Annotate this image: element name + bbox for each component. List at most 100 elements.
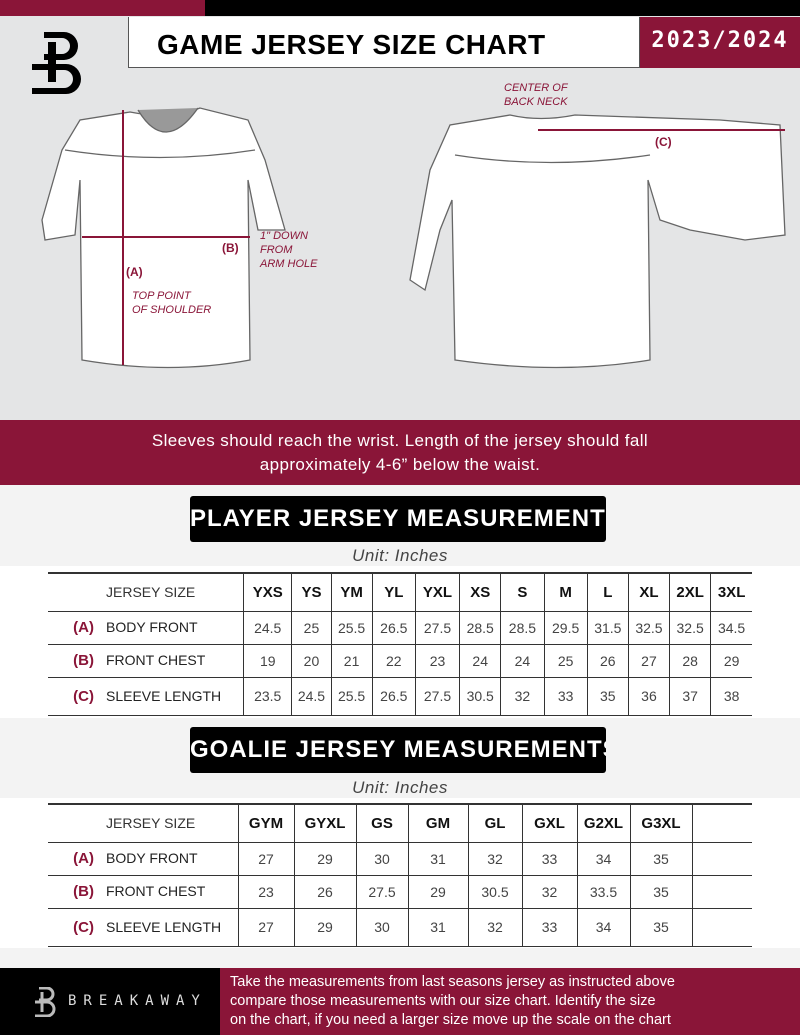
size-header: G3XL: [629, 804, 692, 842]
breakaway-logo: [32, 32, 81, 94]
table-cell: 32.5: [627, 611, 670, 644]
fit-instructions-banner: Sleeves should reach the wrist. Length o…: [0, 420, 800, 485]
size-header: G2XL: [576, 804, 630, 842]
jersey-diagrams: [41, 107, 786, 369]
measurement-name: BODY FRONT: [106, 850, 198, 866]
table-cell: 33.5: [576, 875, 630, 908]
table-cell: 21: [330, 644, 373, 677]
footer-line: Take the measurements from last seasons …: [230, 974, 675, 990]
table-cell: 38: [710, 677, 752, 715]
table-header-row: JERSEY SIZE YXS YS YM YL YXL XS S M L XL 2XL 3XL: [48, 573, 752, 611]
table-cell: 23: [414, 644, 460, 677]
size-header: XL: [627, 573, 670, 611]
size-header: YXL: [414, 573, 460, 611]
table-cell: 32: [521, 875, 577, 908]
table-cell: 30.5: [459, 677, 501, 715]
goalie-size-table: JERSEY SIZE GYM GYXL GS GM GL GXL G2XL G3XL (A) BO…: [48, 803, 752, 947]
measurement-label: (C) SLEEVE LENGTH: [48, 677, 244, 715]
table-cell: 29: [407, 875, 468, 908]
table-cell: 27: [237, 908, 294, 946]
measurement-label: (B) FRONT CHEST: [48, 644, 244, 677]
size-header: M: [543, 573, 588, 611]
measurement-code: (B): [73, 883, 94, 900]
size-header: GYM: [237, 804, 294, 842]
table-row: (A) BODY FRONT 24.5 25 25.5 26.5 27.5 28.5 28.5 2…: [48, 611, 752, 644]
arm-hole-note: 1" DOWN FROM ARM HOLE: [260, 229, 317, 271]
table-cell: 26.5: [371, 611, 416, 644]
table-cell: 35: [586, 677, 629, 715]
size-header: XS: [459, 573, 501, 611]
table-cell: 31.5: [586, 611, 629, 644]
note-line: TOP POINT: [132, 290, 191, 302]
table-cell: 23.5: [243, 677, 292, 715]
measurement-label: (C) SLEEVE LENGTH: [48, 908, 238, 946]
table-cell: 29.5: [543, 611, 588, 644]
size-header: YM: [330, 573, 373, 611]
goalie-table-title: GOALIE JERSEY MEASUREMENTS: [190, 727, 606, 773]
table-cell: 27.5: [414, 677, 460, 715]
table-cell: 36: [627, 677, 670, 715]
table-cell: 29: [293, 842, 356, 875]
size-header: YXS: [243, 573, 292, 611]
size-header: 3XL: [710, 573, 752, 611]
size-header: 2XL: [669, 573, 711, 611]
table-cell: 34.5: [710, 611, 752, 644]
table-cell: 26: [293, 875, 356, 908]
table-cell: 28.5: [500, 611, 545, 644]
table-row: (C) SLEEVE LENGTH 27 29 30 31 32 33 34 35: [48, 908, 752, 946]
goalie-unit: Unit: Inches: [352, 778, 448, 797]
center-back-neck-note: CENTER OF BACK NECK: [504, 81, 568, 109]
table-cell: 32.5: [669, 611, 711, 644]
table-cell: [691, 908, 752, 946]
season-badge: 2023/2024: [640, 17, 800, 68]
measurement-label: (A) BODY FRONT: [48, 842, 238, 875]
table-cell: 25: [543, 644, 588, 677]
size-header: GXL: [521, 804, 577, 842]
banner-line: Sleeves should reach the wrist. Length o…: [151, 431, 649, 450]
size-header: YS: [291, 573, 332, 611]
player-size-table: JERSEY SIZE YXS YS YM YL YXL XS S M L XL 2XL 3XL (A) B…: [48, 572, 752, 716]
table-cell: 24.5: [243, 611, 292, 644]
size-header: GL: [467, 804, 522, 842]
table-cell: 29: [710, 644, 752, 677]
player-unit: Unit: Inches: [352, 546, 448, 565]
table-cell: 32: [467, 908, 522, 946]
measurement-name: BODY FRONT: [106, 619, 198, 635]
footer-line: compare those measurements with our size…: [230, 993, 656, 1009]
jersey-size-header: JERSEY SIZE: [106, 584, 196, 601]
label-a: (A): [126, 265, 143, 279]
table-cell: 35: [629, 842, 692, 875]
table-cell: 27.5: [355, 875, 408, 908]
label-b: (B): [222, 241, 239, 255]
top-bar-dark: [205, 0, 800, 16]
table-cell: 30: [355, 842, 408, 875]
table-cell: 31: [407, 842, 468, 875]
size-header: GYXL: [293, 804, 356, 842]
table-cell: [691, 842, 752, 875]
measurement-label: (A) BODY FRONT: [48, 611, 244, 644]
measurement-code: (C): [73, 918, 94, 936]
table-cell: 27: [237, 842, 294, 875]
measurement-code: (B): [73, 652, 94, 669]
size-header: GS: [355, 804, 408, 842]
table-cell: 35: [629, 875, 692, 908]
table-cell: 34: [576, 842, 630, 875]
breakaway-small-logo: [35, 987, 56, 1017]
table-cell: 27.5: [414, 611, 460, 644]
table-cell: 33: [521, 908, 577, 946]
table-cell: 32: [500, 677, 545, 715]
measurement-code: (A): [73, 850, 94, 867]
note-line: CENTER OF: [504, 82, 568, 94]
size-header: S: [500, 573, 545, 611]
table-cell: 32: [467, 842, 522, 875]
back-jersey-icon: [409, 114, 786, 369]
table-cell: 19: [243, 644, 292, 677]
top-bar-accent: [0, 0, 205, 16]
table-cell: 27: [627, 644, 670, 677]
table-cell: 30: [355, 908, 408, 946]
table-cell: 28: [669, 644, 711, 677]
size-header: GM: [407, 804, 468, 842]
table-cell: 24: [500, 644, 545, 677]
table-row: (B) FRONT CHEST 19 20 21 22 23 24 24 25 26 27 28 29: [48, 644, 752, 677]
table-row: (A) BODY FRONT 27 29 30 31 32 33 34 35: [48, 842, 752, 875]
